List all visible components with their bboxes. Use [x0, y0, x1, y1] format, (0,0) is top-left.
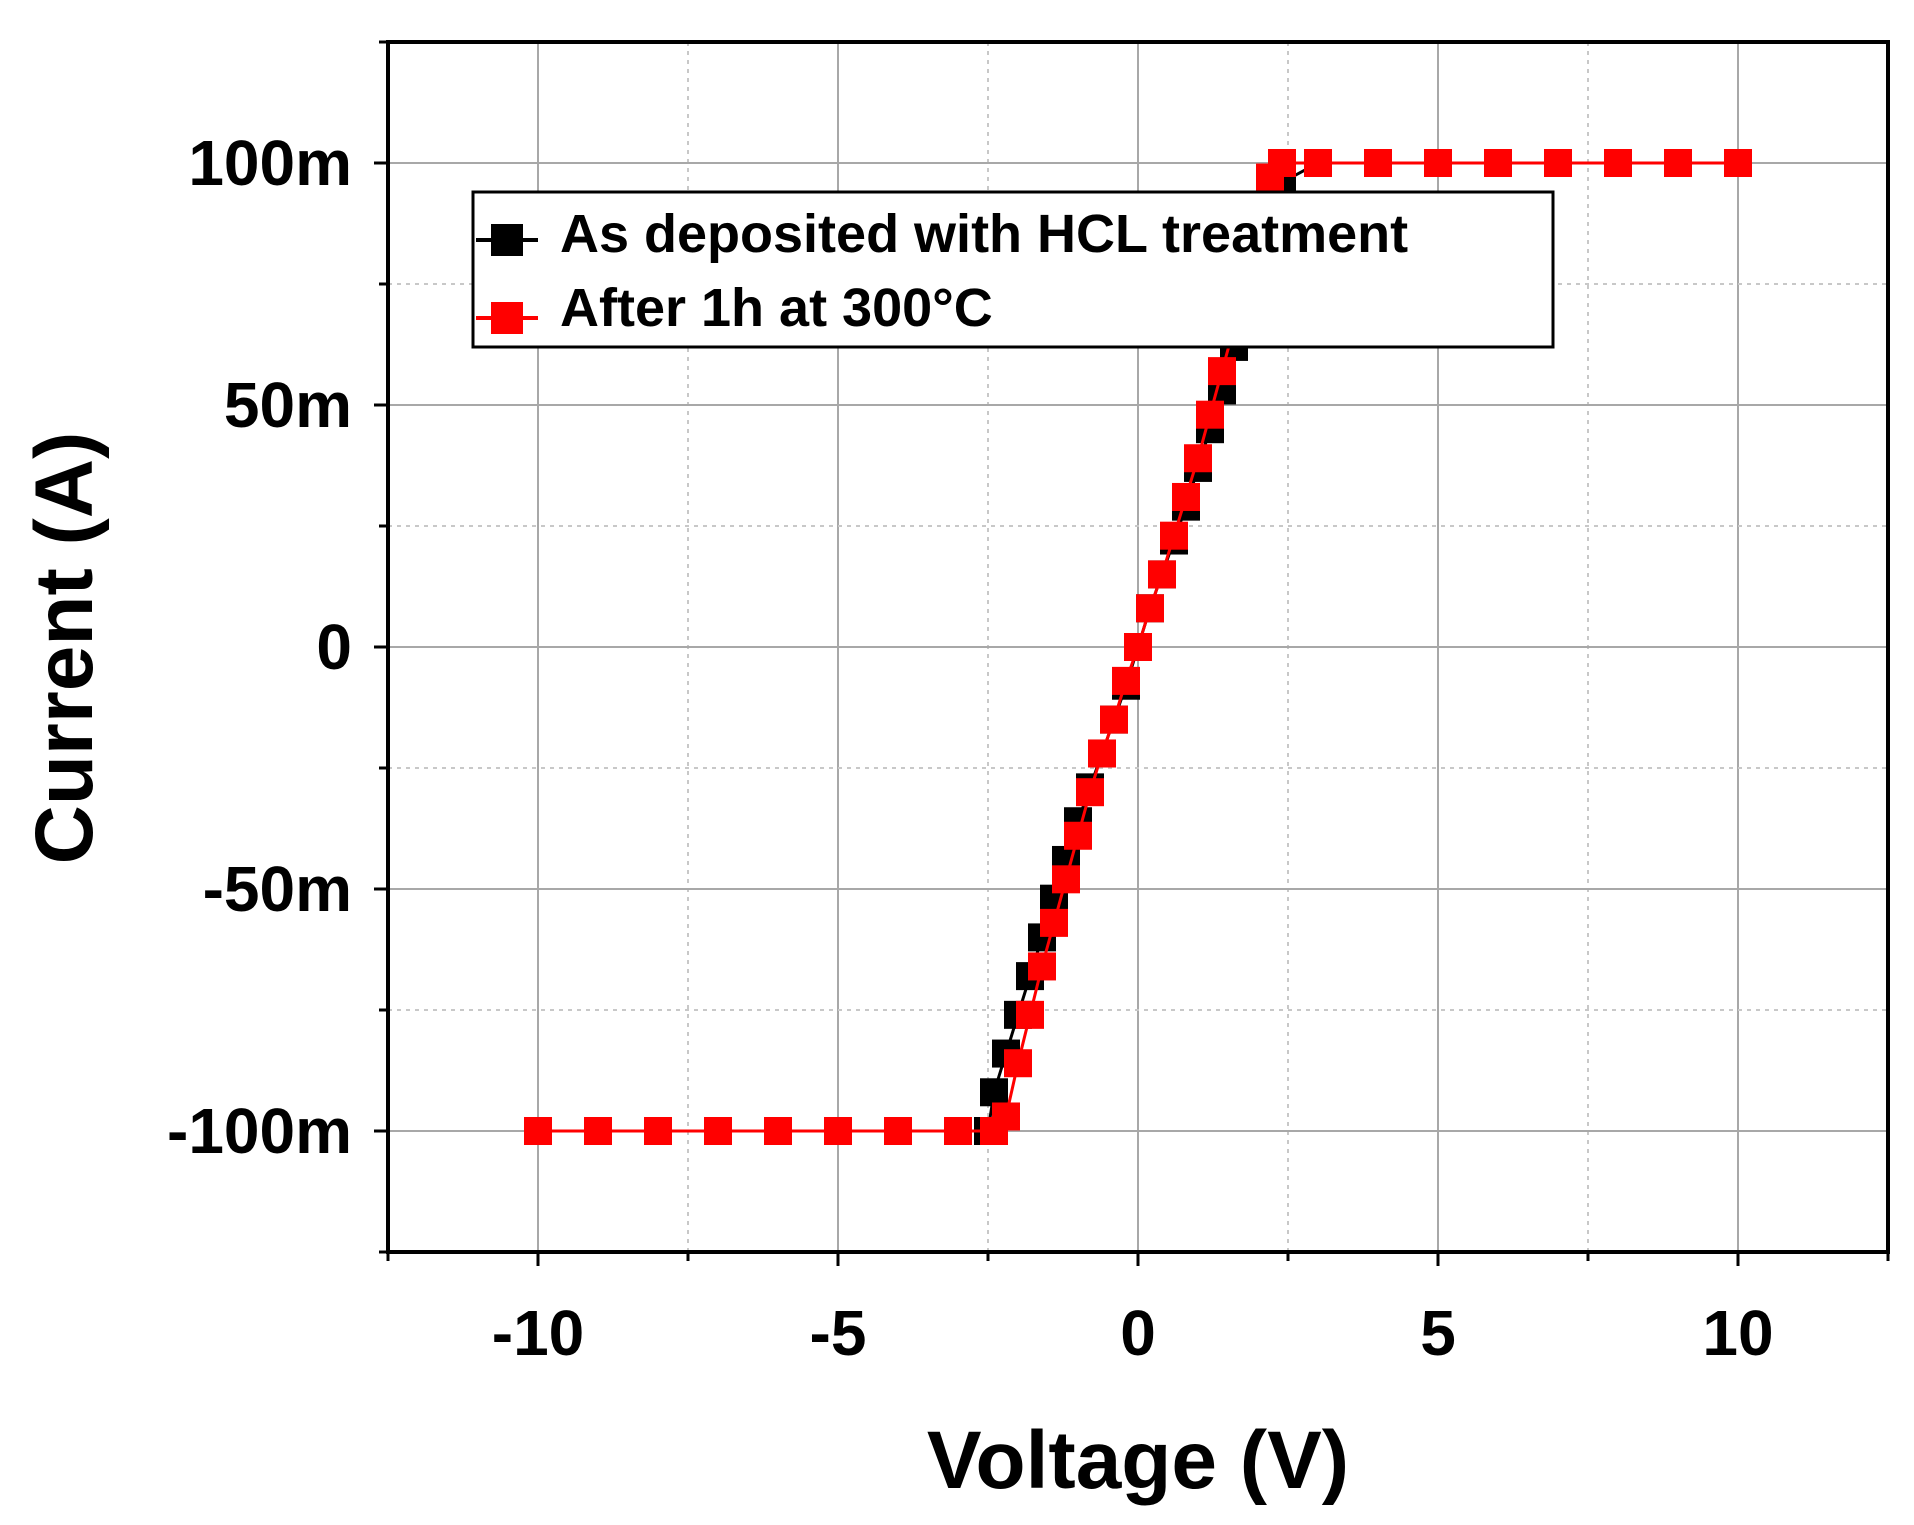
data-point-series-1 — [884, 1117, 912, 1145]
data-point-series-1 — [1136, 594, 1164, 623]
data-point-series-1 — [1076, 778, 1104, 807]
series-layer — [524, 149, 1752, 1145]
y-tick-label: 100m — [188, 127, 352, 199]
data-point-series-1 — [1040, 908, 1068, 937]
x-tick-label: 0 — [1120, 1297, 1156, 1369]
y-tick-label: 0 — [316, 611, 352, 683]
data-point-series-1 — [1148, 560, 1176, 589]
x-tick-label: 10 — [1702, 1297, 1773, 1369]
data-point-series-1 — [644, 1117, 672, 1145]
data-point-series-1 — [1088, 739, 1116, 768]
data-point-series-1 — [1364, 149, 1392, 177]
tick-labels: -10 -5 0 5 10 -100m -50m 0 50m 100m — [167, 127, 1774, 1369]
legend-label-as-deposited: As deposited with HCL treatment — [560, 204, 1408, 264]
x-axis-title: Voltage (V) — [927, 1415, 1349, 1506]
data-point-series-1 — [1064, 821, 1092, 850]
data-point-series-1 — [1544, 149, 1572, 177]
data-point-series-1 — [524, 1117, 552, 1145]
data-point-series-1 — [1484, 149, 1512, 177]
y-tick-label: 50m — [224, 369, 352, 441]
data-point-series-1 — [1304, 149, 1332, 177]
data-point-series-1 — [1100, 705, 1128, 734]
data-point-series-1 — [1172, 482, 1200, 511]
data-point-series-1 — [1184, 444, 1212, 473]
data-point-series-1 — [1112, 666, 1140, 695]
y-axis-title: Current (A) — [19, 432, 110, 865]
data-point-series-1 — [992, 1102, 1020, 1131]
y-tick-label: -100m — [167, 1095, 352, 1167]
data-point-series-1 — [1052, 865, 1080, 894]
data-point-series-1 — [1028, 952, 1056, 981]
x-tick-label: 5 — [1420, 1297, 1456, 1369]
data-point-series-1 — [1604, 149, 1632, 177]
data-point-series-0 — [980, 1078, 1008, 1107]
data-point-series-1 — [1004, 1049, 1032, 1078]
data-point-series-1 — [944, 1117, 972, 1145]
legend-label-after-anneal: After 1h at 300°C — [560, 278, 993, 338]
data-point-series-1 — [584, 1117, 612, 1145]
x-tick-label: -10 — [492, 1297, 585, 1369]
legend-box — [471, 190, 1555, 349]
data-point-series-1 — [1196, 400, 1224, 429]
data-point-series-1 — [1724, 149, 1752, 177]
legend: As deposited with HCL treatment After 1h… — [471, 190, 1555, 349]
data-point-series-1 — [1664, 149, 1692, 177]
data-point-series-1 — [704, 1117, 732, 1145]
legend-marker-as-deposited — [491, 224, 523, 256]
axis-ticks — [374, 40, 1890, 1266]
x-tick-label: -5 — [810, 1297, 867, 1369]
data-point-series-1 — [1424, 149, 1452, 177]
data-point-series-1 — [1268, 149, 1296, 177]
data-point-series-1 — [764, 1117, 792, 1145]
y-tick-label: -50m — [203, 853, 352, 925]
legend-marker-after-anneal — [491, 302, 523, 334]
data-point-series-1 — [1124, 633, 1152, 661]
data-point-series-1 — [824, 1117, 852, 1145]
data-point-series-1 — [1208, 357, 1236, 386]
data-point-series-1 — [1160, 521, 1188, 550]
data-point-series-1 — [1016, 1000, 1044, 1029]
